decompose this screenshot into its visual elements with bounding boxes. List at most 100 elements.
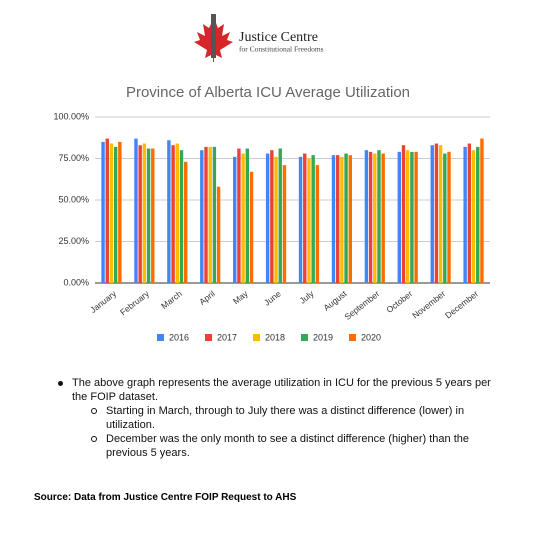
bar: [278, 148, 282, 283]
bar: [438, 145, 443, 283]
x-tick-label: May: [231, 288, 250, 306]
bar: [381, 153, 385, 283]
bar: [241, 153, 245, 283]
bar: [331, 155, 336, 283]
bar: [471, 150, 476, 283]
bar: [171, 145, 175, 283]
bar: [249, 171, 254, 283]
bar: [373, 153, 377, 283]
bar: [467, 143, 472, 283]
bar: [476, 146, 480, 283]
bar: [348, 155, 352, 283]
bar: [101, 141, 105, 283]
legend-label: 2018: [265, 332, 285, 342]
legend-swatch: [157, 334, 164, 341]
bar: [414, 151, 418, 283]
legend-label: 2019: [313, 332, 333, 342]
bar: [443, 153, 447, 283]
bar: [397, 151, 402, 283]
bar: [344, 153, 348, 283]
bar: [463, 146, 467, 283]
bar: [233, 156, 237, 283]
bar: [340, 156, 344, 283]
x-tick-label: July: [297, 288, 316, 306]
y-tick-label: 50.00%: [58, 194, 89, 204]
bar: [282, 165, 287, 283]
bar: [167, 140, 171, 283]
y-tick-label: 75.00%: [58, 153, 89, 163]
legend-swatch: [253, 334, 260, 341]
bar: [204, 146, 208, 283]
bar: [179, 150, 184, 283]
note: The above graph represents the average u…: [72, 377, 491, 403]
bar: [245, 148, 250, 283]
bar: [200, 150, 204, 283]
bar: [237, 148, 241, 283]
x-tick-label: April: [197, 288, 217, 306]
logo: Justice Centre for Constitutional Freedo…: [194, 14, 324, 62]
sub-note: December was the only month to see a dis…: [106, 433, 469, 459]
bar: [146, 148, 151, 283]
logo-name: Justice Centre: [239, 30, 318, 45]
statue: [211, 14, 216, 58]
sub-bullet: [91, 436, 97, 442]
bar: [303, 153, 307, 283]
bar: [208, 146, 212, 283]
legend-swatch: [349, 334, 356, 341]
x-tick-label: January: [88, 288, 119, 315]
x-tick-label: August: [321, 288, 349, 313]
sub-note: Starting in March, through to July there…: [106, 405, 465, 431]
bar: [434, 143, 439, 283]
bar: [105, 138, 109, 283]
bar: [364, 150, 369, 283]
legend-swatch: [301, 334, 308, 341]
bar: [406, 150, 410, 283]
x-tick-label: November: [410, 288, 447, 320]
bar: [430, 145, 434, 283]
chart-title: Province of Alberta ICU Average Utilizat…: [126, 84, 410, 101]
bar: [274, 156, 278, 283]
x-tick-label: September: [342, 288, 381, 322]
bar: [377, 150, 381, 283]
bar: [315, 165, 320, 283]
sub-bullet: [91, 408, 97, 414]
logo-subtitle: for Constitutional Freedoms: [239, 45, 324, 54]
bar: [368, 151, 373, 283]
bar: [183, 161, 188, 283]
x-tick-label: December: [443, 288, 480, 320]
legend-label: 2020: [361, 332, 381, 342]
bar: [410, 151, 414, 283]
bar: [270, 150, 274, 283]
bar: [151, 148, 155, 283]
bar: [113, 146, 118, 283]
bar: [142, 143, 147, 283]
chart: Justice Centre for Constitutional Freedo…: [53, 14, 490, 342]
x-tick-label: October: [384, 288, 414, 315]
bar: [307, 158, 311, 283]
bar: [109, 143, 114, 283]
bar: [118, 141, 122, 283]
y-tick-label: 0.00%: [63, 277, 89, 287]
legend-label: 2017: [217, 332, 237, 342]
x-tick-label: February: [118, 288, 152, 317]
bar: [216, 186, 221, 283]
bar: [212, 146, 217, 283]
x-tick-label: June: [262, 288, 283, 307]
x-tick-label: March: [159, 288, 184, 311]
bar: [134, 138, 138, 283]
bar: [447, 151, 451, 283]
bar: [335, 155, 340, 283]
bar: [265, 153, 270, 283]
bar: [138, 145, 142, 283]
source: Source: Data from Justice Centre FOIP Re…: [34, 492, 297, 503]
bar: [298, 156, 303, 283]
bar: [311, 155, 315, 283]
bar: [480, 138, 484, 283]
legend-label: 2016: [169, 332, 189, 342]
bar: [401, 145, 406, 283]
bullet: [58, 381, 63, 386]
y-tick-label: 100.00%: [53, 111, 89, 121]
legend-swatch: [205, 334, 212, 341]
bar: [175, 143, 179, 283]
